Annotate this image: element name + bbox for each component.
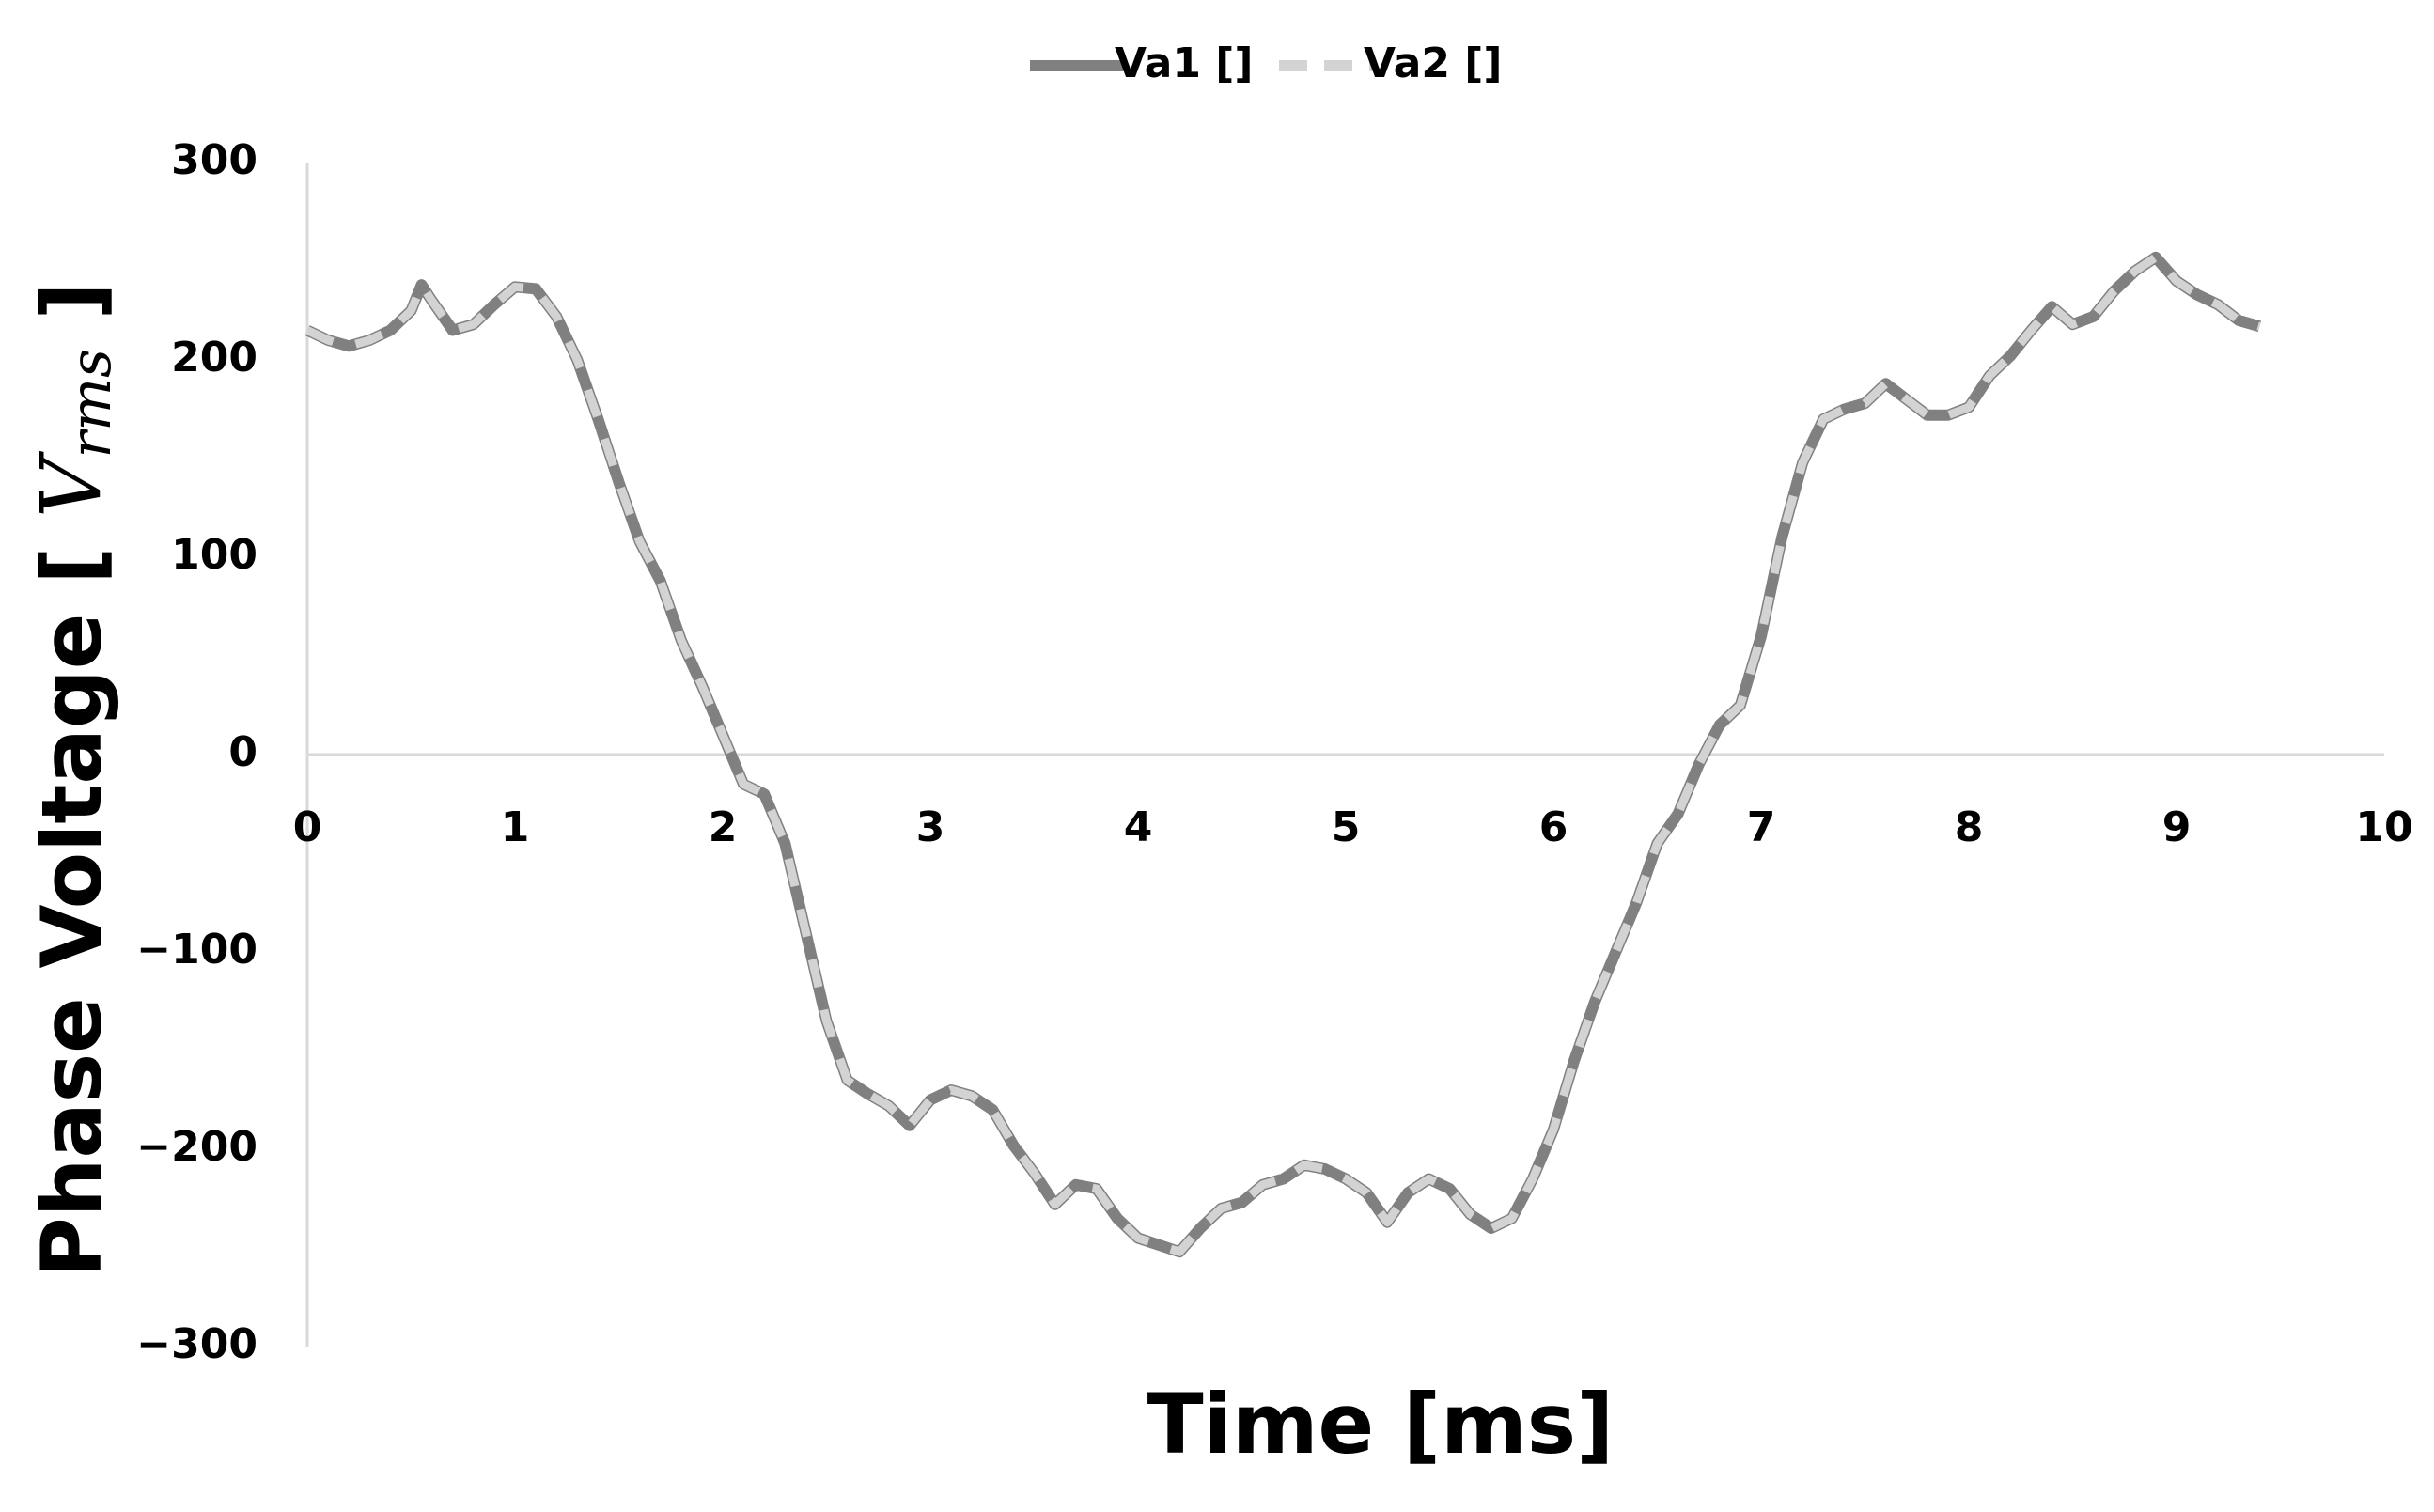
y-axis-title-part: Phase Voltage [ bbox=[23, 518, 120, 1278]
x-tick-label: 9 bbox=[2162, 803, 2192, 851]
x-tick-label: 10 bbox=[2355, 803, 2412, 851]
x-tick-label: 5 bbox=[1332, 803, 1361, 851]
x-tick-label: 1 bbox=[501, 803, 530, 851]
y-tick-label: 200 bbox=[171, 334, 257, 382]
y-tick-label: −100 bbox=[136, 926, 257, 974]
x-tick-label: 0 bbox=[293, 803, 322, 851]
y-axis-title-part: rms bbox=[58, 349, 124, 458]
y-tick-label: −300 bbox=[136, 1320, 257, 1368]
legend-label: Va2 [] bbox=[1364, 39, 1503, 87]
y-axis-title: Phase Voltage [ Vrms ] bbox=[23, 282, 124, 1278]
y-axis-title-part: ] bbox=[23, 282, 120, 349]
x-tick-label: 7 bbox=[1747, 803, 1776, 851]
y-tick-label: 0 bbox=[228, 728, 257, 776]
x-tick-label: 3 bbox=[916, 803, 945, 851]
y-tick-label: 100 bbox=[171, 531, 257, 579]
x-tick-label: 8 bbox=[1955, 803, 1984, 851]
y-tick-label: 300 bbox=[171, 136, 257, 184]
y-tick-label: −200 bbox=[136, 1123, 257, 1171]
y-axis-title-part: V bbox=[23, 450, 119, 518]
x-tick-label: 4 bbox=[1124, 803, 1153, 851]
data-line bbox=[305, 253, 2261, 1256]
legend-label: Va1 [] bbox=[1115, 39, 1254, 87]
x-tick-label: 6 bbox=[1539, 803, 1568, 851]
x-axis-title: Time [ms] bbox=[1147, 1376, 1615, 1473]
x-tick-label: 2 bbox=[709, 803, 738, 851]
